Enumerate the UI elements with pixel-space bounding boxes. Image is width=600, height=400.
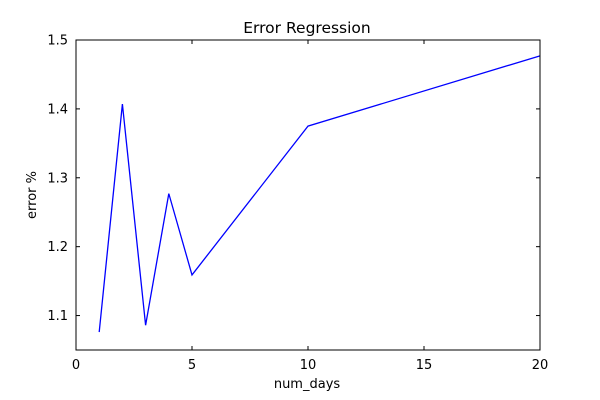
x-tick-label: 5 — [188, 358, 196, 373]
y-tick-label: 1.3 — [47, 171, 68, 186]
x-tick-label: 15 — [416, 358, 433, 373]
y-tick-label: 1.1 — [47, 309, 68, 324]
x-axis-title: num_days — [274, 377, 341, 392]
y-tick-label: 1.2 — [47, 240, 68, 255]
x-tick-label: 20 — [532, 358, 549, 373]
chart-title: Error Regression — [243, 19, 371, 37]
x-tick-label: 0 — [72, 358, 80, 373]
x-tick-label: 10 — [300, 358, 317, 373]
y-tick-label: 1.5 — [47, 34, 68, 49]
y-axis-title: error % — [25, 171, 40, 219]
series-line-0 — [98, 55, 541, 333]
plot-area — [98, 55, 541, 333]
x-axis: 0 5 10 15 20 — [72, 40, 548, 373]
y-tick-label: 1.4 — [47, 102, 68, 117]
y-axis: 1.1 1.2 1.3 1.4 1.5 — [47, 34, 540, 324]
